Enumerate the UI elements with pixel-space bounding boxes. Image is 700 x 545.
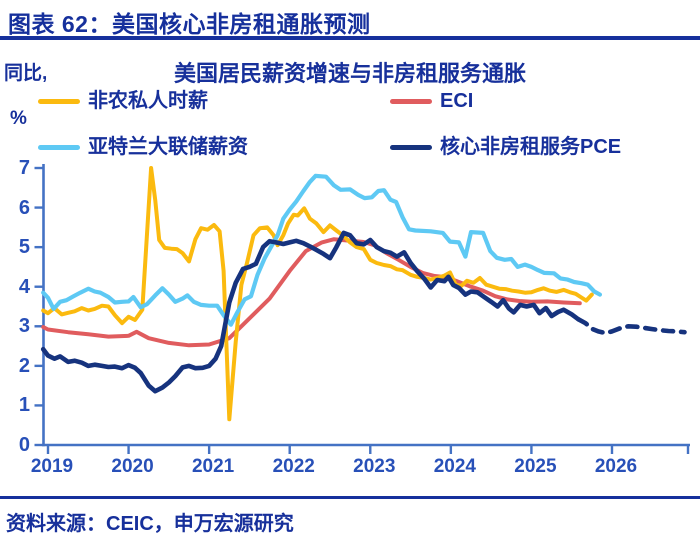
legend-label: 亚特兰大联储薪资 [88, 136, 248, 158]
y-tick-label: 7 [18, 157, 30, 179]
legend-swatch-navy [390, 144, 432, 150]
legend-label: 非农私人时薪 [88, 90, 208, 112]
series-1 [41, 237, 582, 348]
legend-item-atlanta-fed-wage: 亚特兰大联储薪资 [38, 135, 248, 159]
y-tick-label: 0 [18, 434, 30, 456]
legend-item-nonfarm-hourly-earnings: 非农私人时薪 [38, 89, 208, 113]
series-0 [41, 166, 594, 422]
y-tick-label: 6 [18, 196, 30, 219]
legend-item-eci: ECI [390, 89, 473, 113]
y-axis-unit-label: 同比, [4, 63, 48, 84]
x-tick-label: 2024 [433, 456, 476, 477]
y-tick-label: 4 [18, 275, 30, 298]
x-tick-label: 2019 [30, 456, 74, 477]
legend-label: ECI [440, 90, 474, 112]
x-tick-label: 2025 [514, 456, 557, 477]
x-tick-label: 2021 [191, 456, 235, 477]
series-3 [40, 230, 581, 394]
legend-item-core-nonrent-pce: 核心非房租服务PCE [390, 135, 621, 159]
legend-label: 核心非房租服务PCE [440, 136, 622, 158]
legend-swatch-red [390, 98, 432, 104]
title-underline [0, 36, 700, 40]
source-text: 资料来源：CEIC，申万宏源研究 [6, 513, 294, 535]
legend-swatch-lightblue [38, 144, 80, 150]
x-tick-label: 2020 [111, 456, 154, 477]
footer-rule [0, 496, 700, 499]
series-2 [41, 173, 602, 327]
legend-swatch-yellow [38, 98, 80, 104]
chart-title: 美国居民薪资增速与非房租服务通胀 [173, 61, 526, 86]
y-tick-label: 2 [18, 354, 30, 377]
page-title: 图表 62：美国核心非房租通胀预测 [8, 11, 371, 37]
x-tick-label: 2026 [594, 456, 638, 477]
series-forecast-4 [575, 316, 687, 336]
y-tick-label: 5 [18, 236, 30, 259]
y-tick-label: 1 [18, 394, 30, 417]
x-tick-label: 2022 [272, 456, 315, 477]
y-axis-unit-percent: % [10, 108, 27, 129]
y-tick-label: 3 [18, 315, 30, 338]
x-tick-label: 2023 [353, 456, 396, 477]
